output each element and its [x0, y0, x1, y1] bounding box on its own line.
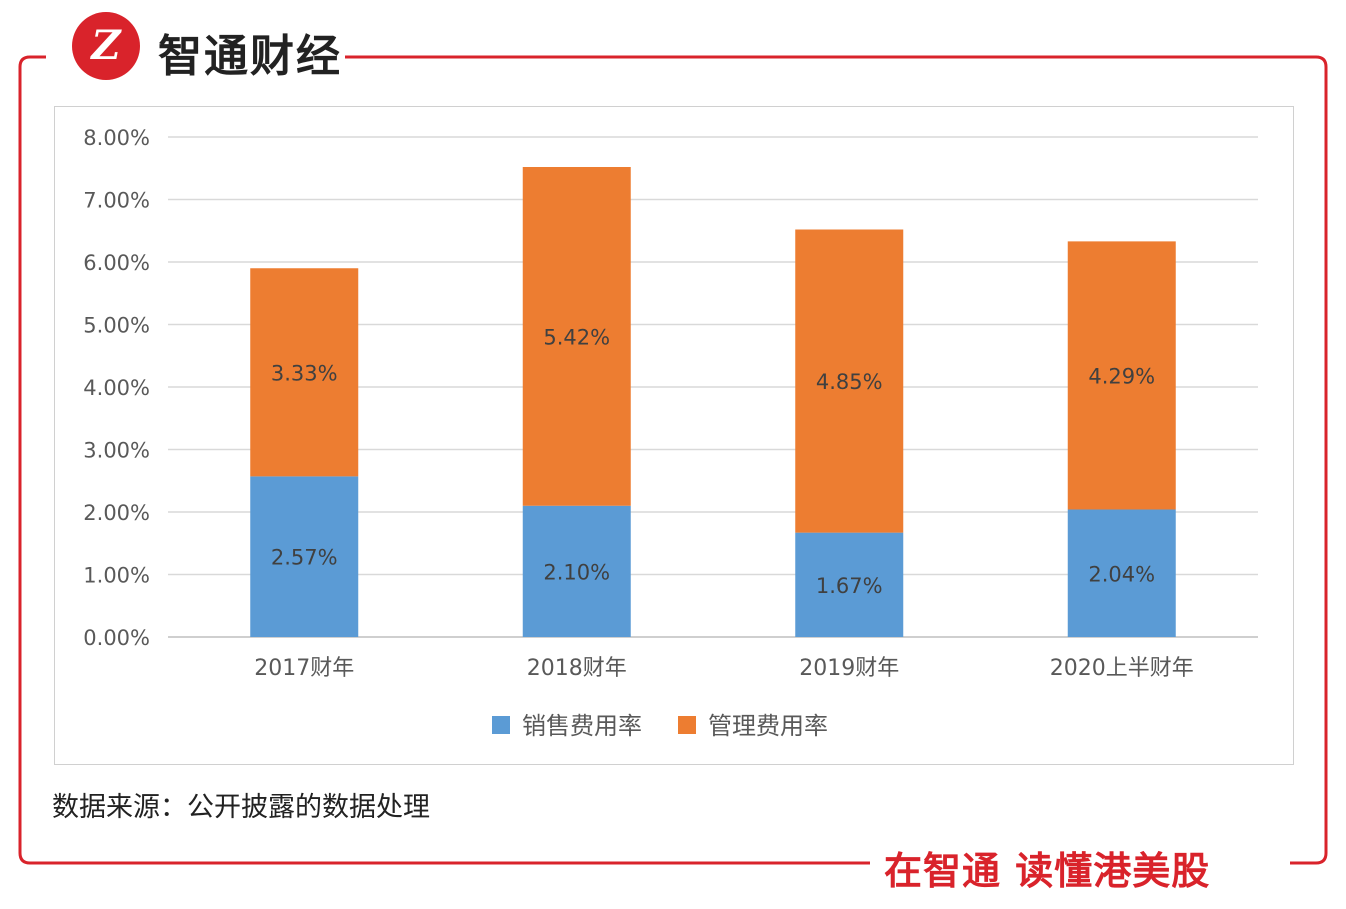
data-label: 4.85%	[816, 370, 883, 394]
slogan: 在智通 读懂港美股	[884, 849, 1211, 893]
data-label: 3.33%	[271, 361, 338, 385]
data-label: 2.57%	[271, 546, 338, 570]
data-label: 2.10%	[543, 560, 610, 584]
x-tick-label: 2017财年	[254, 656, 354, 681]
bar-segment	[522, 505, 631, 637]
y-tick-label: 1.00%	[83, 564, 150, 588]
y-tick-label: 3.00%	[83, 439, 150, 463]
x-tick-label: 2020上半财年	[1050, 656, 1194, 681]
y-tick-label: 5.00%	[83, 314, 150, 338]
source-note: 数据来源：公开披露的数据处理	[52, 792, 430, 823]
legend-swatch	[492, 716, 510, 734]
data-label: 1.67%	[816, 574, 883, 598]
data-label: 5.42%	[543, 325, 610, 349]
frame-right-line	[345, 55, 1328, 865]
brand-name: 智通财经	[158, 31, 342, 82]
frame-left-bottom-line	[18, 55, 870, 865]
data-label: 2.04%	[1088, 562, 1155, 586]
y-tick-label: 4.00%	[83, 376, 150, 400]
bar-segment	[795, 229, 904, 533]
legend-label: 管理费用率	[708, 712, 828, 740]
brand-logo-icon: Z	[72, 12, 140, 80]
y-tick-label: 7.00%	[83, 189, 150, 213]
x-tick-label: 2018财年	[527, 656, 627, 681]
bar-segment	[250, 476, 359, 637]
data-label: 4.29%	[1088, 364, 1155, 388]
y-tick-label: 2.00%	[83, 501, 150, 525]
y-tick-label: 0.00%	[83, 626, 150, 650]
y-tick-label: 8.00%	[83, 126, 150, 150]
bar-segment	[1067, 509, 1176, 637]
bar-segment	[1067, 241, 1176, 510]
legend-swatch	[678, 716, 696, 734]
x-tick-label: 2019财年	[799, 656, 899, 681]
bar-segment	[795, 532, 904, 637]
bar-segment	[522, 167, 631, 506]
legend-label: 销售费用率	[522, 712, 642, 740]
y-tick-label: 6.00%	[83, 251, 150, 275]
bar-segment	[250, 268, 359, 477]
